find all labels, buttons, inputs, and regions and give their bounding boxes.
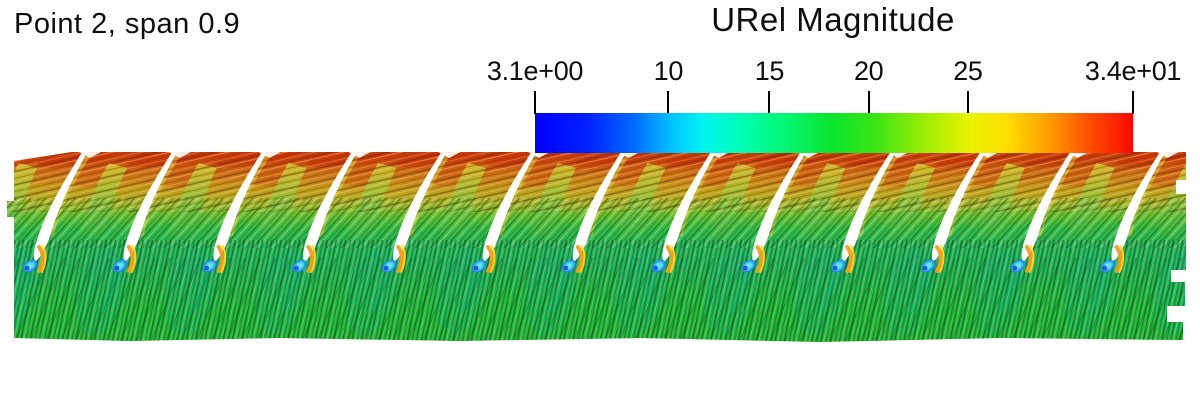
wake-cyan-spot bbox=[1188, 257, 1200, 275]
blade bbox=[280, 152, 371, 314]
blade bbox=[998, 152, 1089, 314]
blade-white-sliver bbox=[752, 152, 807, 262]
colorbar-tick-label: 20 bbox=[853, 56, 884, 86]
blade-white-sliver bbox=[123, 152, 178, 262]
blade-white-sliver bbox=[33, 152, 88, 262]
colorbar-tick-mark bbox=[867, 91, 870, 114]
blade bbox=[369, 152, 461, 314]
colorbar-tick-mark bbox=[966, 91, 969, 114]
blade-white-sliver bbox=[303, 152, 358, 262]
tip-orange-arc bbox=[1114, 245, 1123, 273]
tip-orange-arc bbox=[216, 245, 225, 273]
colorbar-gradient bbox=[535, 113, 1133, 153]
blade bbox=[818, 152, 910, 314]
tip-orange-arc bbox=[396, 245, 404, 273]
tip-orange-arc bbox=[306, 245, 315, 273]
colorbar-tick-mark bbox=[534, 91, 536, 114]
colorbar-tick-mark bbox=[667, 91, 670, 114]
tip-orange-arc bbox=[126, 245, 135, 273]
blade bbox=[908, 152, 999, 314]
blade-white-sliver bbox=[842, 152, 897, 262]
colorbar-tick-label: 15 bbox=[754, 56, 785, 86]
blade-white-sliver bbox=[572, 152, 627, 262]
colorbar-tick-label: 25 bbox=[953, 56, 983, 86]
tip-orange-arc bbox=[1024, 245, 1033, 273]
colorbar-title: URel Magnitude bbox=[711, 1, 955, 38]
tip-orange-arc bbox=[37, 245, 45, 273]
blade bbox=[10, 152, 101, 314]
blade bbox=[459, 152, 550, 314]
tip-orange-arc bbox=[935, 245, 943, 273]
blade-white-sliver bbox=[1021, 152, 1076, 262]
blade-white-sliver bbox=[1111, 152, 1166, 262]
colorbar-tick-mark bbox=[1132, 91, 1134, 114]
blade-white-sliver bbox=[213, 152, 268, 262]
colorbar-tick-mark bbox=[768, 91, 771, 114]
blade-white-sliver bbox=[662, 152, 717, 262]
blade bbox=[190, 152, 281, 314]
blade-white-sliver bbox=[393, 152, 448, 262]
blade bbox=[549, 152, 640, 314]
colorbar-tick-label: 3.4e+01 bbox=[1084, 56, 1182, 86]
blade bbox=[1088, 152, 1179, 314]
scene-annotation: Point 2, span 0.9 bbox=[14, 8, 241, 40]
tip-orange-arc bbox=[486, 245, 494, 273]
cascade-field bbox=[7, 152, 1200, 342]
blade bbox=[100, 152, 191, 314]
colorbar-tick-label: 3.1e+00 bbox=[486, 56, 584, 86]
tip-orange-arc bbox=[845, 245, 853, 273]
tip-orange-arc bbox=[665, 245, 674, 273]
blade-white-sliver bbox=[482, 152, 537, 262]
blade-white-sliver bbox=[931, 152, 986, 262]
blade bbox=[639, 152, 730, 314]
tip-orange-arc bbox=[575, 245, 584, 273]
colorbar-tick-label: 10 bbox=[653, 56, 684, 86]
tip-orange-arc bbox=[755, 245, 764, 273]
blade bbox=[729, 152, 820, 314]
